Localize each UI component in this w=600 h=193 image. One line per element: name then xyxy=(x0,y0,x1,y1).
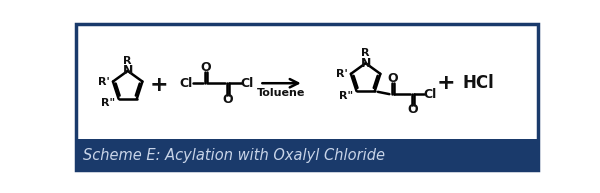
Text: N: N xyxy=(122,64,133,77)
Text: R": R" xyxy=(338,91,353,101)
Text: O: O xyxy=(407,103,418,116)
Bar xyxy=(75,139,540,172)
Text: R': R' xyxy=(336,69,347,79)
Text: Cl: Cl xyxy=(179,77,193,90)
Text: O: O xyxy=(387,72,398,85)
Text: R': R' xyxy=(98,77,110,86)
Text: N: N xyxy=(361,57,371,70)
Text: HCl: HCl xyxy=(462,74,494,92)
Text: Cl: Cl xyxy=(241,77,254,90)
Text: O: O xyxy=(200,61,211,74)
Text: +: + xyxy=(149,75,168,95)
Text: Toluene: Toluene xyxy=(257,88,306,98)
Text: R: R xyxy=(124,56,132,66)
Text: R": R" xyxy=(101,98,115,108)
Text: +: + xyxy=(436,73,455,93)
Text: O: O xyxy=(223,93,233,106)
Text: Cl: Cl xyxy=(423,88,436,101)
Text: R: R xyxy=(361,48,370,58)
Text: Scheme E: Acylation with Oxalyl Chloride: Scheme E: Acylation with Oxalyl Chloride xyxy=(83,148,385,163)
